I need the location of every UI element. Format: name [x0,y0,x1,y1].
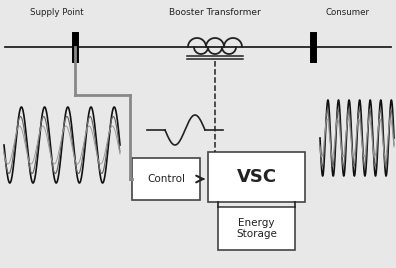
Bar [218,207,295,250]
Text: Booster Transformer: Booster Transformer [169,8,261,17]
Bar [208,152,305,202]
Text: Supply Point: Supply Point [30,8,84,17]
Text: Control: Control [147,174,185,184]
Text: Energy
Storage: Energy Storage [236,218,277,239]
Bar [132,158,200,200]
Text: Consumer: Consumer [326,8,370,17]
Text: VSC: VSC [236,168,276,186]
